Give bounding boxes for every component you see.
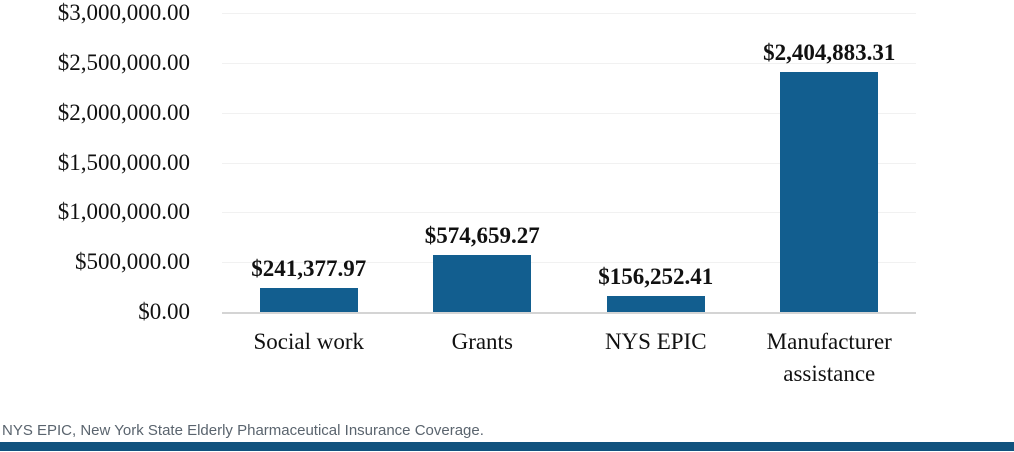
bar-social-work [259, 287, 358, 312]
category-label: Manufacturer assistance [766, 329, 892, 386]
bar-value-label: $2,404,883.31 [763, 40, 896, 66]
gridline [222, 62, 916, 64]
gridline [222, 212, 916, 214]
gridline [222, 262, 916, 264]
bar-value-label: $574,659.27 [424, 222, 540, 248]
bar-manufacturer-assistance [780, 72, 879, 312]
bars-container: $241,377.97 $574,659.27 $156,252.41 $2,4… [222, 13, 916, 312]
plot-area: $241,377.97 $574,659.27 $156,252.41 $2,4… [222, 13, 916, 314]
y-axis-tick-label: $2,500,000.00 [57, 49, 190, 75]
y-axis: $3,000,000.00 $2,500,000.00 $2,000,000.0… [0, 0, 190, 340]
y-axis-tick-label: $1,500,000.00 [57, 149, 190, 175]
category-label: Social work [253, 329, 364, 354]
category-label: Grants [451, 329, 513, 354]
y-axis-tick-label: $500,000.00 [75, 249, 190, 275]
bar-group: $574,659.27 [396, 13, 570, 312]
footnote: NYS EPIC, New York State Elderly Pharmac… [2, 422, 484, 439]
bar-group: $241,377.97 [222, 13, 396, 312]
y-axis-tick-label: $3,000,000.00 [57, 0, 190, 25]
gridline [222, 13, 916, 14]
bar-nys-epic [606, 296, 705, 312]
bar-value-label: $241,377.97 [251, 255, 367, 281]
category-label: NYS EPIC [604, 329, 707, 354]
bar-grants [433, 254, 532, 312]
x-axis: Social work Grants NYS EPIC Manufacturer… [222, 326, 916, 390]
y-axis-tick-label: $1,000,000.00 [57, 199, 190, 225]
bottom-rule [0, 442, 1014, 451]
y-axis-tick-label: $0.00 [138, 299, 190, 324]
gridline [222, 112, 916, 114]
y-axis-tick-label: $2,000,000.00 [57, 99, 190, 125]
bar-group: $156,252.41 [569, 13, 743, 312]
bar-group: $2,404,883.31 [743, 13, 917, 312]
bar-value-label: $156,252.41 [598, 264, 714, 290]
gridline [222, 162, 916, 164]
